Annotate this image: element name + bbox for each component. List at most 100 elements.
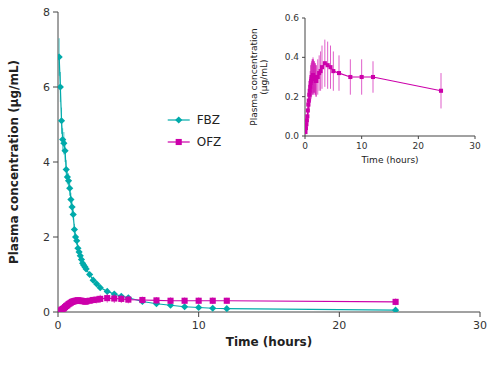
y-tick-label: 0.0 bbox=[285, 131, 300, 141]
data-point bbox=[195, 304, 202, 311]
x-tick bbox=[480, 312, 481, 317]
x-tick-label: 0 bbox=[302, 141, 308, 151]
x-tick bbox=[418, 136, 419, 139]
x-tick bbox=[475, 136, 476, 139]
data-point bbox=[223, 305, 230, 312]
data-point bbox=[306, 102, 310, 106]
x-tick bbox=[361, 136, 362, 139]
data-point bbox=[305, 114, 309, 118]
data-point bbox=[307, 93, 311, 97]
y-tick bbox=[53, 12, 58, 13]
y-tick bbox=[302, 96, 305, 97]
y-axis-label: Plasma concentration(μg/mL) bbox=[249, 28, 269, 126]
y-axis-label-line: Plasma concentration bbox=[249, 28, 259, 126]
data-point bbox=[314, 79, 318, 83]
data-point bbox=[360, 75, 364, 79]
x-axis-line bbox=[58, 312, 480, 313]
y-tick bbox=[53, 237, 58, 238]
y-tick-label: 4 bbox=[43, 156, 50, 169]
legend: FBZOFZ bbox=[168, 113, 222, 149]
data-point bbox=[392, 307, 399, 312]
chart-root: 0 10 20 30 0 2 4 6 8 Time (hours) Plasma concentra… bbox=[0, 0, 500, 367]
data-point bbox=[307, 99, 311, 103]
y-tick bbox=[302, 57, 305, 58]
background bbox=[0, 0, 500, 367]
series bbox=[58, 294, 399, 312]
plot-area bbox=[305, 40, 443, 134]
data-point bbox=[97, 284, 104, 291]
y-tick-label: 0.4 bbox=[285, 52, 300, 62]
x-tick bbox=[198, 312, 199, 317]
x-axis-label: Time (hours) bbox=[360, 155, 418, 165]
main-chart: 0 10 20 30 0 2 4 6 8 Time (hours) Plasma concentra… bbox=[7, 6, 487, 349]
data-point bbox=[125, 297, 131, 303]
data-point bbox=[181, 303, 188, 310]
data-point bbox=[305, 130, 308, 134]
data-point bbox=[182, 298, 188, 304]
data-point bbox=[331, 69, 335, 73]
x-axis-label: Time (hours) bbox=[226, 335, 312, 349]
y-tick-label: 0.6 bbox=[285, 13, 300, 23]
data-point bbox=[167, 298, 173, 304]
y-axis-label-line: (μg/mL) bbox=[259, 59, 269, 94]
x-tick-label: 10 bbox=[356, 141, 368, 151]
data-point bbox=[67, 196, 74, 203]
inset-chart: 01020300.00.20.40.6Time (hours)Plasma co… bbox=[240, 10, 485, 188]
data-point bbox=[61, 147, 68, 154]
data-point bbox=[63, 166, 70, 173]
y-tick-label: 6 bbox=[43, 81, 50, 94]
y-tick-label: 0.2 bbox=[285, 92, 299, 102]
y-tick bbox=[53, 312, 58, 313]
data-point bbox=[319, 69, 323, 73]
data-point bbox=[305, 122, 308, 126]
data-point bbox=[209, 305, 216, 312]
x-tick-label: 10 bbox=[192, 319, 206, 332]
data-point bbox=[70, 211, 77, 218]
data-point bbox=[73, 237, 80, 244]
data-point bbox=[371, 75, 375, 79]
data-point bbox=[224, 298, 230, 304]
data-point bbox=[58, 53, 63, 60]
data-point bbox=[314, 79, 318, 83]
data-point bbox=[118, 296, 124, 302]
data-point bbox=[210, 298, 216, 304]
data-point bbox=[305, 118, 309, 122]
x-tick-label: 20 bbox=[332, 319, 346, 332]
y-axis-label: Plasma concentration (μg/mL) bbox=[7, 60, 21, 264]
legend-marker bbox=[175, 116, 182, 123]
y-tick bbox=[302, 136, 305, 137]
data-point bbox=[83, 265, 90, 272]
data-point bbox=[308, 89, 312, 93]
inset-background bbox=[240, 10, 485, 188]
data-point bbox=[66, 185, 73, 192]
data-point bbox=[104, 295, 110, 301]
data-point bbox=[393, 299, 399, 305]
x-tick-label: 30 bbox=[469, 141, 481, 151]
data-point bbox=[316, 75, 320, 79]
x-tick bbox=[339, 312, 340, 317]
data-point bbox=[305, 126, 308, 130]
data-point bbox=[68, 203, 75, 210]
y-tick bbox=[53, 162, 58, 163]
data-point bbox=[337, 71, 341, 75]
y-tick-label: 2 bbox=[43, 231, 50, 244]
y-tick bbox=[302, 18, 305, 19]
x-tick bbox=[58, 312, 59, 317]
legend-label: OFZ bbox=[197, 135, 222, 149]
data-point bbox=[60, 140, 67, 147]
x-tick-label: 30 bbox=[473, 319, 487, 332]
data-point bbox=[139, 297, 145, 303]
data-point bbox=[439, 89, 443, 93]
data-point bbox=[153, 297, 159, 303]
data-point bbox=[306, 108, 310, 112]
y-tick-label: 0 bbox=[43, 306, 50, 319]
data-point bbox=[58, 117, 65, 124]
y-tick-label: 8 bbox=[43, 6, 50, 19]
series-line bbox=[305, 63, 441, 132]
data-point bbox=[308, 85, 312, 89]
y-tick bbox=[53, 87, 58, 88]
data-point bbox=[58, 83, 64, 90]
data-point bbox=[86, 271, 93, 278]
data-point bbox=[71, 226, 78, 233]
x-tick-label: 0 bbox=[55, 319, 62, 332]
